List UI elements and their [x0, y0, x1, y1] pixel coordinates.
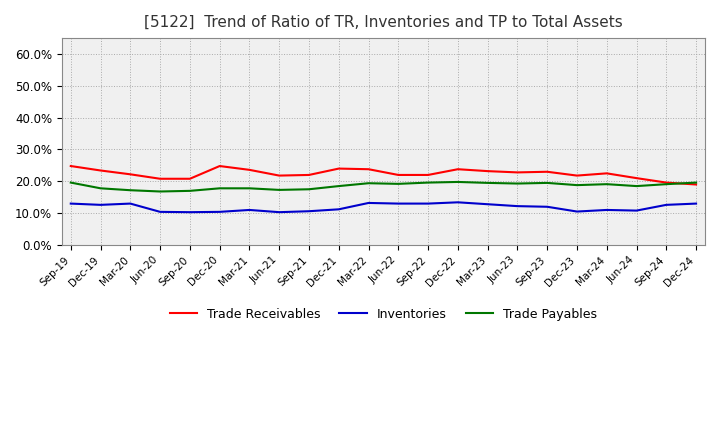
Trade Receivables	[364, 167, 373, 172]
Inventories	[572, 209, 581, 214]
Trade Receivables	[275, 173, 284, 178]
Trade Receivables	[572, 173, 581, 178]
Trade Payables	[215, 186, 224, 191]
Line: Trade Receivables: Trade Receivables	[71, 166, 696, 184]
Inventories	[483, 202, 492, 207]
Trade Payables	[454, 180, 462, 185]
Trade Receivables	[156, 176, 164, 181]
Inventories	[692, 201, 701, 206]
Inventories	[424, 201, 433, 206]
Inventories	[186, 209, 194, 215]
Trade Receivables	[513, 170, 522, 175]
Trade Receivables	[96, 168, 105, 173]
Trade Receivables	[305, 172, 313, 178]
Trade Receivables	[126, 172, 135, 177]
Trade Payables	[424, 180, 433, 185]
Trade Receivables	[335, 166, 343, 171]
Trade Payables	[513, 181, 522, 186]
Inventories	[305, 209, 313, 214]
Inventories	[543, 204, 552, 209]
Inventories	[66, 201, 75, 206]
Inventories	[126, 201, 135, 206]
Trade Payables	[245, 186, 253, 191]
Inventories	[96, 202, 105, 208]
Title: [5122]  Trend of Ratio of TR, Inventories and TP to Total Assets: [5122] Trend of Ratio of TR, Inventories…	[144, 15, 623, 30]
Inventories	[603, 207, 611, 213]
Inventories	[364, 200, 373, 205]
Trade Payables	[66, 180, 75, 185]
Trade Receivables	[215, 163, 224, 169]
Trade Payables	[483, 180, 492, 186]
Trade Payables	[275, 187, 284, 193]
Inventories	[394, 201, 402, 206]
Trade Payables	[632, 183, 641, 189]
Trade Payables	[186, 188, 194, 194]
Trade Payables	[126, 187, 135, 193]
Inventories	[454, 200, 462, 205]
Trade Receivables	[454, 167, 462, 172]
Trade Payables	[603, 182, 611, 187]
Line: Inventories: Inventories	[71, 202, 696, 212]
Trade Receivables	[632, 176, 641, 181]
Inventories	[335, 207, 343, 212]
Trade Payables	[543, 180, 552, 186]
Trade Payables	[96, 186, 105, 191]
Trade Payables	[394, 181, 402, 187]
Trade Payables	[305, 187, 313, 192]
Trade Receivables	[245, 167, 253, 172]
Trade Receivables	[394, 172, 402, 178]
Inventories	[632, 208, 641, 213]
Trade Payables	[662, 182, 670, 187]
Trade Receivables	[692, 182, 701, 187]
Inventories	[513, 203, 522, 209]
Inventories	[156, 209, 164, 214]
Inventories	[215, 209, 224, 214]
Trade Payables	[572, 183, 581, 188]
Trade Payables	[156, 189, 164, 194]
Inventories	[245, 207, 253, 213]
Trade Receivables	[483, 169, 492, 174]
Trade Payables	[364, 180, 373, 186]
Trade Receivables	[424, 172, 433, 178]
Trade Payables	[692, 180, 701, 185]
Trade Receivables	[662, 180, 670, 185]
Trade Receivables	[603, 171, 611, 176]
Legend: Trade Receivables, Inventories, Trade Payables: Trade Receivables, Inventories, Trade Pa…	[165, 303, 602, 326]
Trade Receivables	[66, 163, 75, 169]
Trade Receivables	[543, 169, 552, 174]
Inventories	[275, 209, 284, 215]
Trade Payables	[335, 183, 343, 189]
Inventories	[662, 202, 670, 208]
Trade Receivables	[186, 176, 194, 181]
Line: Trade Payables: Trade Payables	[71, 182, 696, 191]
